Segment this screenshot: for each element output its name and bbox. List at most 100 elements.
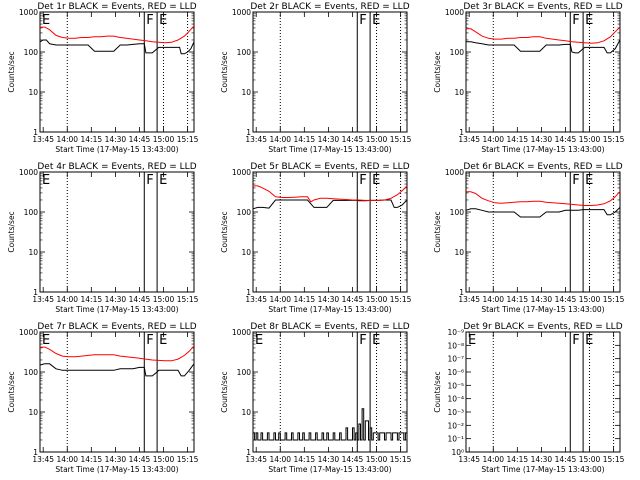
x-tick-label: 14:30 <box>105 135 127 144</box>
y-tick-label: 1 <box>459 288 464 297</box>
x-tick-label: 14:30 <box>531 455 553 464</box>
x-tick-label: 15:00 <box>579 295 601 304</box>
marker-label-e: E <box>585 173 593 188</box>
x-axis-label: Start Time (17-May-15 13:43:00) <box>268 145 391 154</box>
y-tick-label: 10 <box>454 248 464 257</box>
x-tick-label: 13:45 <box>245 135 267 144</box>
detector-panel-5: Det 5r BLACK = Events, RED = LLD 1 10 100 10… <box>220 162 412 314</box>
x-axis-label: Start Time (17-May-15 13:43:00) <box>481 145 604 154</box>
x-tick-label: 14:15 <box>507 455 529 464</box>
x-tick-label: 13:45 <box>32 295 54 304</box>
y-tick-label: 10⁻¹ <box>447 435 464 444</box>
x-tick-label: 15:00 <box>153 135 175 144</box>
x-axis-label: Start Time (17-May-15 13:43:00) <box>55 465 178 474</box>
x-tick-label: 14:30 <box>531 135 553 144</box>
y-tick-label: 1 <box>246 448 251 457</box>
y-tick-label: 1 <box>246 128 251 137</box>
y-tick-label: 1000 <box>19 8 38 17</box>
x-tick-label: 15:15 <box>177 135 199 144</box>
x-tick-label: 15:00 <box>366 295 388 304</box>
panel-title: Det 8r BLACK = Events, RED = LLD <box>250 322 409 332</box>
marker-label-f: F <box>359 333 366 348</box>
y-axis-label: Counts/sec <box>220 211 229 252</box>
x-tick-label: 15:00 <box>153 455 175 464</box>
y-tick-label: 100 <box>24 208 39 217</box>
plot-frame <box>39 11 195 133</box>
y-tick-label: 10 <box>28 88 38 97</box>
x-axis-label: Start Time (17-May-15 13:43:00) <box>481 465 604 474</box>
plot-frame <box>252 11 408 133</box>
marker-label-e: E <box>42 13 50 28</box>
panel-title: Det 7r BLACK = Events, RED = LLD <box>37 322 196 332</box>
y-tick-label: 10⁰ <box>451 448 464 457</box>
y-tick-label: 1000 <box>232 168 251 177</box>
y-tick-label: 10 <box>241 408 251 417</box>
y-tick-label: 10 <box>241 248 251 257</box>
x-tick-label: 15:15 <box>177 295 199 304</box>
x-tick-label: 14:00 <box>56 295 78 304</box>
x-tick-label: 14:45 <box>342 295 364 304</box>
y-tick-label: 100 <box>24 48 39 57</box>
x-tick-label: 13:45 <box>245 455 267 464</box>
x-tick-label: 15:00 <box>579 455 601 464</box>
x-tick-label: 14:15 <box>294 135 316 144</box>
plot-frame <box>252 331 408 453</box>
x-tick-label: 14:00 <box>482 455 504 464</box>
y-tick-label: 1000 <box>232 328 251 337</box>
marker-label-e: E <box>159 333 167 348</box>
y-tick-label: 100 <box>237 208 252 217</box>
plot-frame <box>465 331 621 453</box>
y-tick-label: 1 <box>33 288 38 297</box>
y-tick-label: 1 <box>459 128 464 137</box>
y-tick-label: 10⁻⁷ <box>447 355 464 364</box>
y-axis-label: Counts/sec <box>7 211 16 252</box>
y-tick-label: 10⁻⁵ <box>447 381 464 390</box>
x-tick-label: 14:15 <box>81 135 103 144</box>
x-tick-label: 14:45 <box>342 135 364 144</box>
x-axis-label: Start Time (17-May-15 13:43:00) <box>481 305 604 314</box>
x-tick-label: 14:30 <box>318 135 340 144</box>
panel-title: Det 3r BLACK = Events, RED = LLD <box>463 2 622 12</box>
series-line-lld <box>466 190 621 206</box>
y-axis-label: Counts/sec <box>433 51 442 92</box>
x-tick-label: 14:45 <box>129 295 151 304</box>
y-tick-label: 100 <box>450 208 465 217</box>
series-line-events <box>253 408 407 441</box>
x-tick-label: 14:15 <box>507 295 529 304</box>
x-tick-label: 15:15 <box>390 295 412 304</box>
x-tick-label: 14:00 <box>269 295 291 304</box>
plot-frame <box>39 171 195 293</box>
x-tick-label: 15:15 <box>603 135 625 144</box>
marker-label-e: E <box>159 173 167 188</box>
series-line-lld <box>466 26 621 44</box>
x-tick-label: 14:45 <box>129 135 151 144</box>
x-tick-label: 14:00 <box>56 455 78 464</box>
y-tick-label: 1000 <box>19 168 38 177</box>
marker-label-f: F <box>572 333 579 348</box>
x-tick-label: 14:15 <box>507 135 529 144</box>
marker-label-f: F <box>359 173 366 188</box>
marker-label-e: E <box>372 13 380 28</box>
x-tick-label: 15:15 <box>603 455 625 464</box>
marker-label-e: E <box>372 333 380 348</box>
detector-panel-8: Det 8r BLACK = Events, RED = LLD 1 10 100 10… <box>220 322 412 474</box>
x-tick-label: 15:00 <box>366 455 388 464</box>
y-tick-label: 1000 <box>19 328 38 337</box>
x-axis-label: Start Time (17-May-15 13:43:00) <box>55 145 178 154</box>
y-tick-label: 10⁻² <box>447 421 464 430</box>
panel-title: Det 9r BLACK = Events, RED = LLD <box>463 322 622 332</box>
x-tick-label: 14:15 <box>294 455 316 464</box>
y-axis-label: Counts/sec <box>220 371 229 412</box>
detector-panel-2: Det 2r BLACK = Events, RED = LLD 1 10 100 10… <box>220 2 412 154</box>
marker-label-f: F <box>146 173 153 188</box>
y-axis-label: Counts/sec <box>433 211 442 252</box>
y-tick-label: 10 <box>28 248 38 257</box>
y-tick-label: 10⁻⁶ <box>447 368 464 377</box>
x-tick-label: 15:15 <box>390 455 412 464</box>
series-line-lld <box>40 345 195 362</box>
x-tick-label: 14:00 <box>482 295 504 304</box>
marker-label-e: E <box>255 333 263 348</box>
x-tick-label: 14:30 <box>105 295 127 304</box>
panel-title: Det 5r BLACK = Events, RED = LLD <box>250 162 409 172</box>
